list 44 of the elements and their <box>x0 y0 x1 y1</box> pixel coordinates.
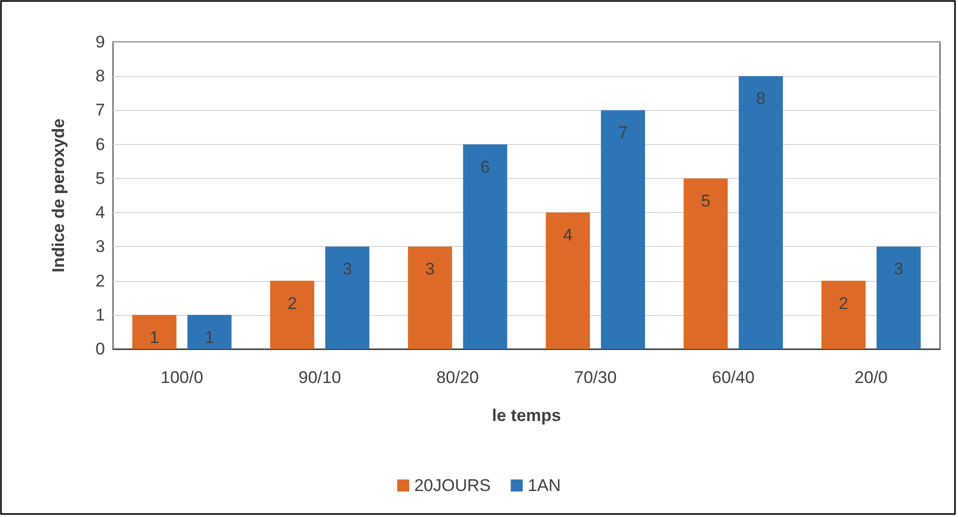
data-label: 3 <box>425 260 435 279</box>
data-label: 7 <box>618 123 628 142</box>
data-label: 4 <box>563 226 573 245</box>
bar <box>132 314 176 349</box>
x-tick-label: 90/10 <box>298 368 342 387</box>
bar <box>325 246 370 349</box>
data-label: 1 <box>204 328 214 347</box>
bar <box>684 178 728 349</box>
x-axis-title: le temps <box>492 406 561 425</box>
bar <box>600 110 646 349</box>
legend-label: 20JOURS <box>414 476 491 495</box>
bar <box>187 314 232 349</box>
bar <box>876 246 921 349</box>
bar <box>463 144 508 349</box>
y-tick-label: 5 <box>96 168 105 188</box>
data-label: 3 <box>894 260 904 279</box>
y-tick-label: 0 <box>96 340 105 358</box>
y-tick-label: 6 <box>96 134 105 154</box>
y-axis-title: Indice de peroxyde <box>49 118 68 272</box>
data-label: 6 <box>480 157 490 176</box>
data-label: 2 <box>838 294 848 313</box>
data-label: 1 <box>150 328 160 347</box>
y-tick-label: 9 <box>96 32 105 52</box>
data-label: 2 <box>287 294 297 313</box>
bar <box>738 76 783 349</box>
x-tick-label: 80/20 <box>436 368 479 387</box>
y-tick-label: 7 <box>96 100 105 120</box>
legend-label: 1AN <box>528 476 561 495</box>
bar <box>408 246 452 349</box>
bar <box>270 280 314 349</box>
y-tick-label: 2 <box>96 271 105 290</box>
x-tick-label: 60/40 <box>712 368 755 387</box>
x-tick-label: 20/0 <box>854 368 888 387</box>
bar <box>821 280 866 349</box>
x-tick-label: 100/0 <box>160 368 204 387</box>
y-tick-label: 4 <box>96 203 105 222</box>
data-label: 8 <box>756 89 766 108</box>
y-tick-label: 8 <box>96 66 105 86</box>
data-label: 5 <box>700 191 710 210</box>
x-tick-label: 70/30 <box>574 368 617 387</box>
data-label: 3 <box>342 260 352 279</box>
y-tick-label: 1 <box>96 305 105 324</box>
bar <box>546 212 590 349</box>
y-tick-label: 3 <box>96 237 105 256</box>
